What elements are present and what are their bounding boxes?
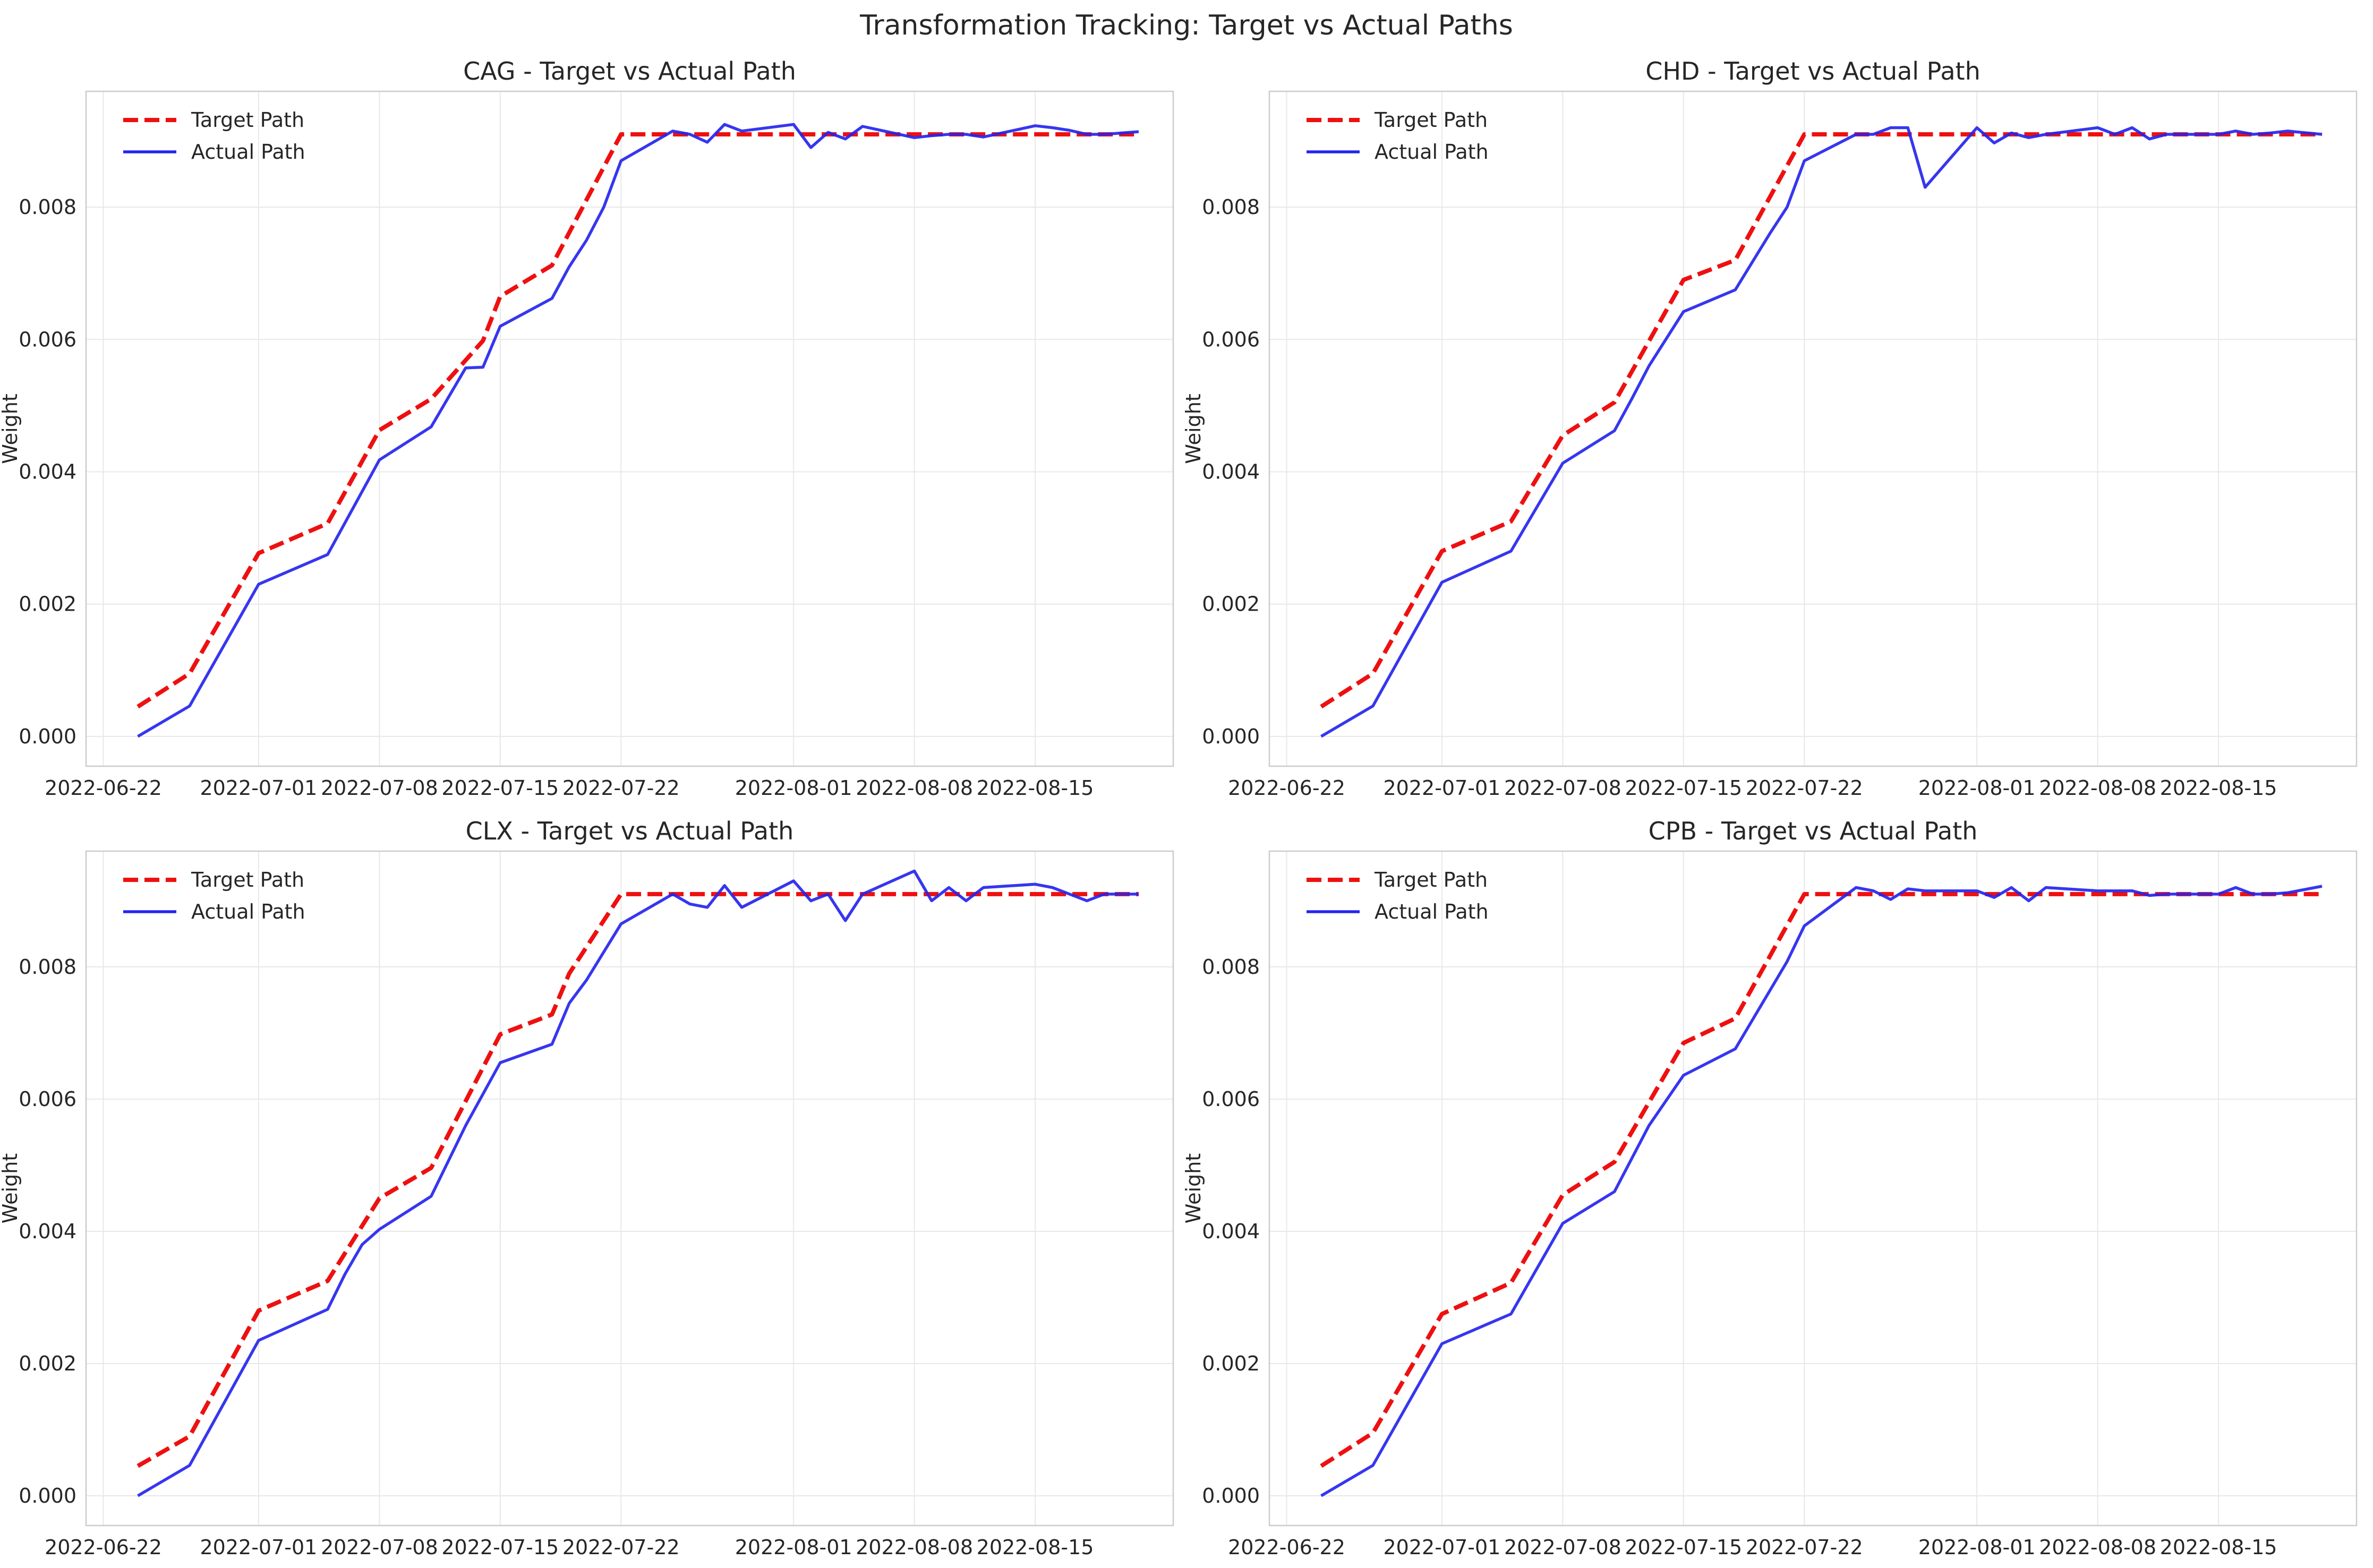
- y-tick-label: 0.008: [19, 195, 76, 219]
- x-tick-label: 2022-08-01: [735, 1536, 852, 1559]
- x-tick-label: 2022-08-15: [977, 1536, 1094, 1559]
- target-path-line: [1320, 892, 2322, 1468]
- y-tick-label: 0.008: [1202, 195, 1260, 219]
- y-tick-label: 0.000: [1202, 725, 1260, 748]
- x-tick-label: 2022-06-22: [45, 1536, 162, 1559]
- x-tick-label: 2022-08-08: [2039, 1536, 2156, 1559]
- figure-title: Transformation Tracking: Target vs Actua…: [859, 10, 1513, 41]
- x-tick-label: 2022-07-22: [1746, 1536, 1863, 1559]
- y-tick-label: 0.002: [19, 1352, 76, 1375]
- x-tick-label: 2022-07-15: [1625, 776, 1742, 800]
- x-tick-label: 2022-07-01: [200, 1536, 317, 1559]
- x-tick-label: 2022-07-22: [562, 1536, 680, 1559]
- x-tick-label: 2022-07-15: [441, 776, 559, 800]
- legend-label: Actual Path: [191, 900, 305, 923]
- x-tick-label: 2022-06-22: [1228, 1536, 1345, 1559]
- y-tick-label: 0.008: [1202, 955, 1260, 979]
- panel-3: 2022-06-22 2022-07-01 2022-07-08 2022-07-15…: [1182, 817, 2358, 1559]
- x-tick-label: 2022-08-01: [1918, 776, 2036, 800]
- y-tick-label: 0.006: [19, 1087, 76, 1111]
- target-path-line: [1320, 132, 2322, 709]
- panel-1: 2022-06-22 2022-07-01 2022-07-08 2022-07-15…: [1182, 57, 2358, 800]
- legend-label: Target Path: [1374, 868, 1488, 892]
- panel-title: CAG - Target vs Actual Path: [463, 57, 796, 85]
- legend-label: Target Path: [191, 868, 304, 892]
- panel-title: CLX - Target vs Actual Path: [466, 817, 794, 845]
- x-tick-label: 2022-08-01: [735, 776, 852, 800]
- x-tick-label: 2022-06-22: [1228, 776, 1345, 800]
- x-tick-label: 2022-07-08: [1504, 1536, 1621, 1559]
- x-tick-label: 2022-07-15: [1625, 1536, 1742, 1559]
- actual-path-line: [137, 123, 1139, 738]
- legend-label: Actual Path: [191, 140, 305, 164]
- x-tick-label: 2022-08-08: [856, 776, 973, 800]
- x-tick-label: 2022-08-15: [977, 776, 1094, 800]
- x-tick-label: 2022-08-15: [2160, 776, 2277, 800]
- y-tick-label: 0.000: [19, 1484, 76, 1507]
- y-tick-label: 0.000: [19, 725, 76, 748]
- y-tick-label: 0.006: [19, 328, 76, 351]
- x-tick-label: 2022-07-08: [321, 1536, 438, 1559]
- y-tick-label: 0.006: [1202, 328, 1260, 351]
- x-tick-label: 2022-08-08: [2039, 776, 2156, 800]
- x-tick-label: 2022-07-08: [321, 776, 438, 800]
- axes-frame: [1268, 850, 2358, 1527]
- x-tick-label: 2022-07-01: [1383, 776, 1500, 800]
- x-tick-label: 2022-07-08: [1504, 776, 1621, 800]
- x-tick-label: 2022-07-01: [1383, 1536, 1500, 1559]
- y-tick-label: 0.006: [1202, 1087, 1260, 1111]
- legend-label: Target Path: [191, 108, 304, 132]
- y-tick-label: 0.002: [1202, 1352, 1260, 1375]
- y-tick-label: 0.002: [19, 593, 76, 616]
- y-axis-label: Weight: [0, 393, 22, 464]
- panel-2: 2022-06-22 2022-07-01 2022-07-08 2022-07-15…: [0, 817, 1174, 1559]
- x-tick-label: 2022-07-22: [1746, 776, 1863, 800]
- y-axis-label: Weight: [1182, 1153, 1205, 1223]
- y-tick-label: 0.008: [19, 955, 76, 979]
- axes-frame: [85, 90, 1174, 767]
- y-axis-label: Weight: [1182, 393, 1205, 464]
- y-tick-label: 0.002: [1202, 593, 1260, 616]
- actual-path-line: [137, 869, 1139, 1497]
- y-tick-label: 0.004: [1202, 460, 1260, 483]
- legend-label: Actual Path: [1375, 140, 1489, 164]
- x-tick-label: 2022-07-15: [441, 1536, 559, 1559]
- y-tick-label: 0.000: [1202, 1484, 1260, 1507]
- x-tick-label: 2022-07-01: [200, 776, 317, 800]
- axes-frame: [1268, 90, 2358, 767]
- axes-frame: [85, 850, 1174, 1527]
- target-path-line: [136, 892, 1139, 1468]
- panels: 2022-06-22 2022-07-01 2022-07-08 2022-07-15…: [0, 57, 2358, 1559]
- y-tick-label: 0.004: [19, 460, 76, 483]
- x-tick-label: 2022-06-22: [45, 776, 162, 800]
- target-path-line: [136, 132, 1139, 709]
- legend-label: Target Path: [1374, 108, 1488, 132]
- x-tick-label: 2022-08-08: [856, 1536, 973, 1559]
- panel-title: CHD - Target vs Actual Path: [1645, 57, 1981, 85]
- y-axis-label: Weight: [0, 1153, 22, 1223]
- actual-path-line: [1320, 885, 2323, 1497]
- actual-path-line: [1320, 126, 2323, 738]
- panel-title: CPB - Target vs Actual Path: [1649, 817, 1978, 845]
- x-tick-label: 2022-08-01: [1918, 1536, 2036, 1559]
- legend-label: Actual Path: [1375, 900, 1489, 923]
- panel-0: 2022-06-22 2022-07-01 2022-07-08 2022-07-15…: [0, 57, 1174, 800]
- y-tick-label: 0.004: [1202, 1220, 1260, 1243]
- y-tick-label: 0.004: [19, 1220, 76, 1243]
- x-tick-label: 2022-08-15: [2160, 1536, 2277, 1559]
- x-tick-label: 2022-07-22: [562, 776, 680, 800]
